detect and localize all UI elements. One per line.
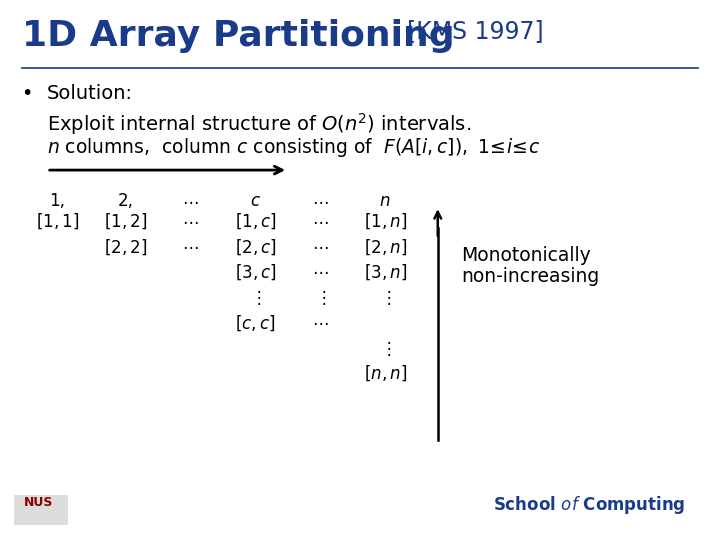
Text: $\cdots$: $\cdots$ [312,237,329,255]
Text: Monotonically: Monotonically [461,246,590,265]
Text: [KMS 1997]: [KMS 1997] [407,19,544,43]
Text: $\mathit{c}$: $\mathit{c}$ [250,192,261,210]
Text: $[1,\mathit{c}]$: $[1,\mathit{c}]$ [235,212,276,231]
Text: $\cdots$: $\cdots$ [312,262,329,280]
Text: $\cdots$: $\cdots$ [312,212,329,230]
Text: 1,: 1, [50,192,66,210]
Text: Exploit internal structure of $\mathit{O}(\mathit{n}^2)$ intervals.: Exploit internal structure of $\mathit{O… [47,111,471,137]
Text: $[3,\mathit{c}]$: $[3,\mathit{c}]$ [235,262,276,282]
Text: $\mathit{n}$: $\mathit{n}$ [379,192,391,210]
Text: $\cdots$: $\cdots$ [182,237,199,255]
Text: $\vdots$: $\vdots$ [379,288,391,307]
Text: $\cdots$: $\cdots$ [182,212,199,230]
Text: $[1,1]$: $[1,1]$ [36,212,79,231]
Text: $\mathit{n}$ columns,  column $\mathit{c}$ consisting of  $\mathit{F}(\mathit{A}: $\mathit{n}$ columns, column $\mathit{c}… [47,136,540,159]
Text: non-increasing: non-increasing [461,267,599,286]
Text: $[\mathit{c},\mathit{c}]$: $[\mathit{c},\mathit{c}]$ [235,313,276,333]
Text: $[1,\mathit{n}]$: $[1,\mathit{n}]$ [364,212,407,231]
Text: NUS: NUS [24,496,53,509]
Text: $\vdots$: $\vdots$ [379,339,391,357]
Text: $\cdots$: $\cdots$ [182,192,199,210]
Text: $\cdots$: $\cdots$ [312,192,329,210]
Text: $[2,2]$: $[2,2]$ [104,237,148,256]
Text: Solution:: Solution: [47,84,132,103]
Text: 2,: 2, [118,192,134,210]
Text: 1D Array Partitioning: 1D Array Partitioning [22,19,454,53]
Text: $[3,\mathit{n}]$: $[3,\mathit{n}]$ [364,262,407,282]
Text: $[1,2]$: $[1,2]$ [104,212,148,231]
Text: $[2,\mathit{c}]$: $[2,\mathit{c}]$ [235,237,276,256]
Text: $[\mathit{n},\mathit{n}]$: $[\mathit{n},\mathit{n}]$ [364,364,407,383]
Text: •: • [22,84,33,103]
Text: $\cdots$: $\cdots$ [312,313,329,331]
Text: School $\mathit{of}$ Computing: School $\mathit{of}$ Computing [493,494,685,516]
Bar [14,495,68,525]
Text: $\vdots$: $\vdots$ [315,288,326,307]
Text: $[2,\mathit{n}]$: $[2,\mathit{n}]$ [364,237,407,256]
Text: $\vdots$: $\vdots$ [250,288,261,307]
